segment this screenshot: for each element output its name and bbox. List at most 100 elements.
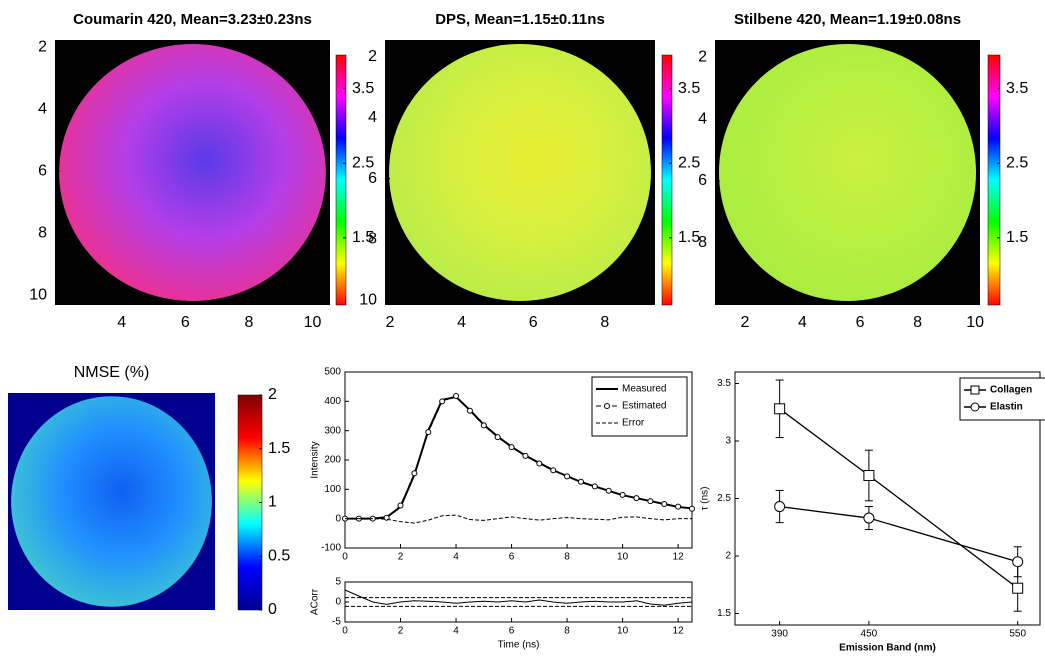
y-tick-label: 500 — [324, 367, 341, 378]
colorbar-tick-label: 2 — [268, 386, 277, 403]
x-tick-label: 8 — [564, 552, 570, 563]
legend-marker — [970, 402, 980, 412]
point-marker — [494, 434, 501, 441]
panel-title: NMSE (%) — [74, 364, 150, 381]
series-line — [344, 589, 693, 606]
y-tick-label: 4 — [698, 110, 707, 127]
point-marker — [522, 452, 529, 459]
y-tick-label: 6 — [698, 172, 707, 189]
colorbar — [987, 54, 1001, 306]
series-line — [345, 514, 692, 524]
colorbar-tick-label: 0 — [268, 601, 277, 618]
x-tick-label: 4 — [798, 314, 807, 331]
point-marker — [863, 470, 875, 481]
point-marker — [689, 505, 695, 512]
colorbar — [335, 54, 347, 306]
y-tick-label: -100 — [321, 543, 341, 554]
x-tick-label: 550 — [1009, 629, 1026, 640]
x-tick-label: 2 — [740, 314, 749, 331]
y-tick-label: 4 — [38, 100, 47, 117]
y-tick-label: 10 — [29, 286, 47, 303]
point-marker — [647, 498, 654, 505]
y-tick-label: 0 — [335, 597, 341, 608]
y-axis-label: ACorr — [310, 588, 321, 615]
x-tick-label: 8 — [244, 314, 253, 331]
x-tick-label: 6 — [509, 626, 515, 637]
colorbar-tick-label: 1.5 — [352, 229, 374, 246]
x-tick-label: 10 — [966, 314, 984, 331]
colorbar-tick-label: 2.5 — [1006, 154, 1028, 171]
y-tick-label: 2 — [698, 48, 707, 65]
colorbar-tick-label: 3.5 — [678, 80, 700, 97]
y-tick-label: 5 — [335, 577, 341, 588]
y-axis-label: Intensity — [310, 441, 321, 478]
point-marker — [633, 495, 640, 502]
point-marker — [411, 470, 418, 477]
legend-label: Collagen — [990, 385, 1032, 396]
series-line — [779, 408, 1019, 589]
legend-label: Error — [622, 418, 645, 429]
y-tick-label: 4 — [368, 109, 377, 126]
x-tick-label: 6 — [181, 314, 190, 331]
colorbar-tick-label: 2.5 — [352, 154, 374, 171]
x-tick-label: 12 — [673, 552, 685, 563]
x-tick-label: 8 — [600, 314, 609, 331]
point-marker — [564, 473, 571, 480]
y-tick-label: 3.5 — [717, 378, 731, 389]
point-marker — [1012, 556, 1024, 568]
y-tick-label: 200 — [324, 455, 341, 466]
y-tick-label: 8 — [368, 231, 377, 248]
colorbar-tick-label: 3.5 — [352, 80, 374, 97]
y-tick-label: 300 — [324, 425, 341, 436]
colorbar — [237, 394, 263, 611]
panel-title: DPS, Mean=1.15±0.11ns — [435, 11, 605, 28]
colorbar-tick-label: 1.5 — [1006, 229, 1028, 246]
point-marker — [1012, 582, 1024, 594]
point-marker — [774, 403, 786, 415]
y-tick-label: 2 — [725, 551, 731, 562]
sample-disk — [59, 43, 326, 302]
colorbar-tick-label: 1.5 — [678, 229, 700, 246]
y-tick-label: 8 — [38, 224, 47, 241]
x-tick-label: 12 — [673, 626, 685, 637]
point-marker — [397, 502, 404, 509]
colorbar-tick-label: 3.5 — [1006, 80, 1028, 97]
colorbar-tick-label: 2.5 — [678, 154, 700, 171]
x-tick-label: 4 — [457, 314, 466, 331]
point-marker — [550, 467, 557, 474]
x-tick-label: 6 — [529, 314, 538, 331]
x-tick-label: 10 — [617, 626, 629, 637]
point-marker — [480, 422, 487, 429]
colorbar-tick-label: 1.5 — [268, 440, 290, 457]
point-marker — [675, 503, 682, 510]
x-tick-label: 2 — [398, 552, 404, 563]
x-tick-label: 390 — [771, 629, 788, 640]
legend-label: Estimated — [622, 401, 666, 412]
y-tick-label: 2.5 — [717, 493, 731, 504]
x-tick-label: 6 — [509, 552, 515, 563]
point-marker — [453, 393, 460, 400]
x-tick-label: 10 — [617, 552, 629, 563]
x-tick-label: 2 — [398, 626, 404, 637]
x-tick-label: 2 — [386, 314, 395, 331]
x-tick-label: 10 — [304, 314, 322, 331]
point-marker — [577, 478, 584, 485]
colorbar-tick-label: 1 — [268, 494, 277, 511]
legend-label: Measured — [622, 384, 666, 395]
y-tick-label: 1.5 — [717, 608, 731, 619]
point-marker — [466, 407, 473, 414]
x-tick-label: 4 — [453, 626, 459, 637]
legend-marker — [970, 385, 980, 395]
y-tick-label: 10 — [359, 291, 377, 308]
series-line — [779, 505, 1018, 563]
x-tick-label: 0 — [342, 626, 348, 637]
x-axis-label: Emission Band (nm) — [839, 643, 936, 654]
point-marker — [774, 501, 786, 513]
x-tick-label: 6 — [856, 314, 865, 331]
point-marker — [591, 483, 598, 490]
y-tick-label: 8 — [698, 234, 707, 251]
legend-box — [959, 377, 1045, 421]
sample-disk — [389, 43, 651, 302]
legend-label: Elastin — [990, 402, 1023, 413]
y-tick-label: 3 — [725, 436, 731, 447]
